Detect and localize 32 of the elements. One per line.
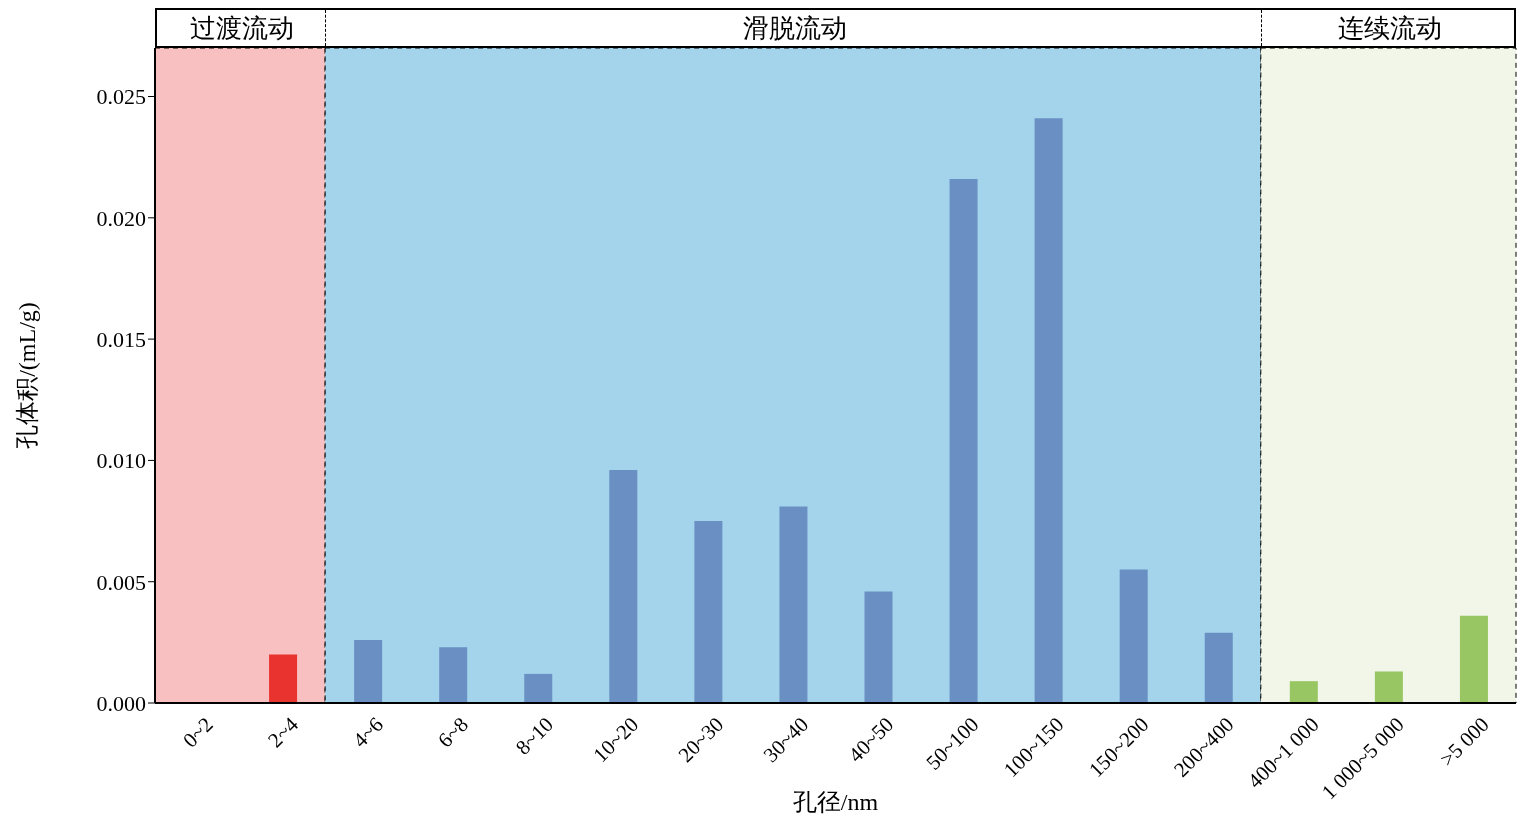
- bar: [1374, 671, 1403, 703]
- y-tick-label: 0.015: [96, 326, 146, 352]
- x-tick-label: 0~2: [177, 712, 218, 753]
- y-tick-label: 0.025: [96, 84, 146, 110]
- bar: [1204, 632, 1233, 703]
- bar: [864, 591, 893, 703]
- band-label: 连续流动: [1337, 12, 1444, 45]
- bar: [779, 506, 808, 703]
- bar: [439, 647, 468, 703]
- bar: [1289, 681, 1318, 703]
- y-tick-label: 0.020: [96, 205, 146, 231]
- y-axis-title: 孔体积/(mL/g): [13, 302, 40, 449]
- x-tick-label: 2~4: [263, 711, 304, 753]
- bar: [1034, 118, 1063, 703]
- x-tick-label: >5 000: [1435, 712, 1494, 772]
- header-strip: 过渡流动 滑脱流动 连续流动: [155, 8, 1516, 48]
- bar: [1119, 569, 1148, 703]
- bar: [949, 179, 978, 703]
- x-tick-label: 6~8: [433, 712, 473, 753]
- y-tick-label: 0.010: [96, 448, 146, 474]
- y-tick-label: 0.000: [96, 690, 146, 716]
- bar: [694, 521, 723, 703]
- bar: [269, 654, 298, 703]
- bar: [1459, 615, 1488, 703]
- bar: [354, 639, 383, 703]
- bar: [609, 470, 638, 703]
- band-label: 过渡流动: [189, 12, 296, 45]
- bar: [524, 673, 553, 703]
- band-label: 滑脱流动: [741, 12, 848, 45]
- x-axis-title: 孔径/nm: [792, 789, 879, 815]
- y-tick-label: 0.005: [96, 569, 146, 595]
- x-tick-label: 4~6: [348, 712, 388, 753]
